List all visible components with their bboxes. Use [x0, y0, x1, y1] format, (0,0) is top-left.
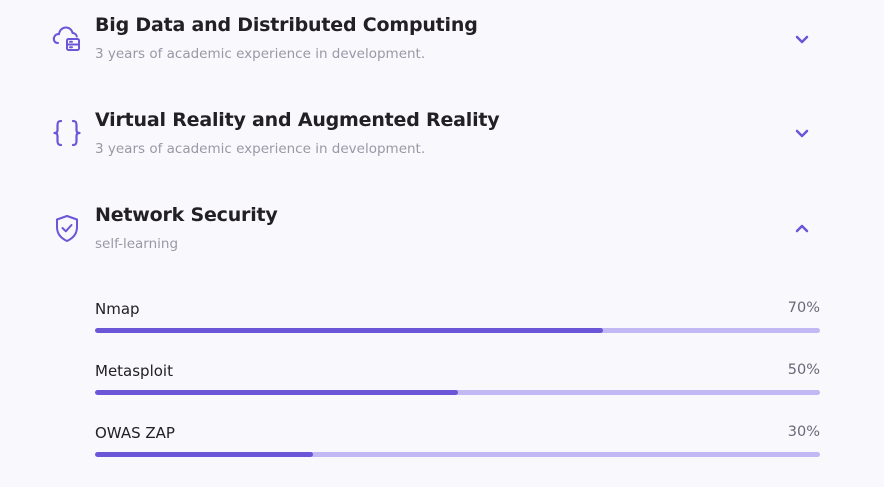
qualification-title: Virtual Reality and Augmented Reality — [95, 109, 500, 131]
shield-check-icon — [50, 211, 84, 245]
skill-progress-fill — [95, 390, 458, 395]
skill-name: OWAS ZAP — [95, 424, 175, 442]
curly-braces-icon — [50, 116, 84, 150]
qualification-vr-ar[interactable]: Virtual Reality and Augmented Reality 3 … — [0, 95, 884, 190]
skill-item-metasploit: Metasploit 50% — [95, 362, 820, 402]
skill-progress-track — [95, 390, 820, 395]
qualification-title: Network Security — [95, 204, 278, 226]
skill-progress-fill — [95, 452, 313, 457]
skill-name: Nmap — [95, 300, 140, 318]
qualification-network-security[interactable]: Network Security self-learning Nmap 70% … — [0, 190, 884, 487]
skill-percent: 70% — [787, 300, 820, 316]
skill-progress-track — [95, 452, 820, 457]
skill-item-owasp-zap: OWAS ZAP 30% — [95, 424, 820, 464]
skill-name: Metasploit — [95, 362, 173, 380]
skill-item-nmap: Nmap 70% — [95, 300, 820, 340]
qualification-subtitle: 3 years of academic experience in develo… — [95, 46, 426, 62]
chevron-up-icon[interactable] — [790, 217, 814, 241]
chevron-down-icon[interactable] — [790, 121, 814, 145]
skill-percent: 50% — [787, 362, 820, 378]
qualification-title: Big Data and Distributed Computing — [95, 14, 478, 36]
skill-progress-fill — [95, 328, 603, 333]
qualification-subtitle: 3 years of academic experience in develo… — [95, 141, 426, 157]
qualification-big-data[interactable]: Big Data and Distributed Computing 3 yea… — [0, 0, 884, 95]
cloud-server-icon — [50, 21, 84, 55]
skill-progress-track — [95, 328, 820, 333]
skill-percent: 30% — [787, 424, 820, 440]
qualification-subtitle: self-learning — [95, 236, 179, 252]
chevron-down-icon[interactable] — [790, 27, 814, 51]
